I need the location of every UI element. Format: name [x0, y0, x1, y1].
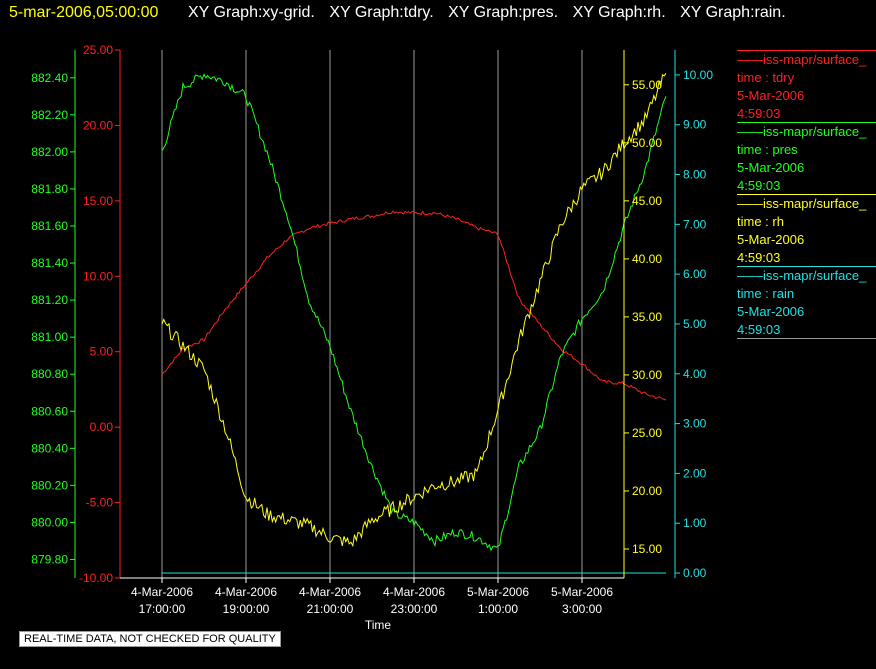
- legend-var: time : rh: [737, 214, 784, 229]
- tdry-y-tick-label: 20.00: [83, 118, 113, 132]
- rain-y-tick-label: 1.00: [683, 516, 707, 530]
- legend-var: time : rain: [737, 286, 795, 301]
- rain-y-tick-label: 3.00: [683, 417, 707, 431]
- pres-y-tick-label: 880.80: [31, 367, 68, 381]
- legend-bottom-rule: [737, 338, 876, 339]
- legend-source-name: ——iss-mapr/surface_: [737, 124, 867, 139]
- legend-time: 4:59:03: [737, 106, 781, 121]
- rh-y-tick-label: 45.00: [632, 194, 662, 208]
- pres-y-tick-label: 880.20: [31, 478, 68, 492]
- rh-y-tick-label: 25.00: [632, 426, 662, 440]
- series-layer: [161, 72, 667, 574]
- legend-var: time : tdry: [737, 70, 795, 85]
- legend: ——iss-mapr/surface_ time : tdry 5-Mar-20…: [737, 50, 876, 339]
- x-tick-label-date: 5-Mar-2006: [551, 585, 613, 599]
- pres-y-tick-label: 880.60: [31, 404, 68, 418]
- x-tick-label-date: 4-Mar-2006: [215, 585, 277, 599]
- legend-var: time : pres: [737, 142, 798, 157]
- tdry-y-tick-label: 25.00: [83, 43, 113, 57]
- legend-date: 5-Mar-2006: [737, 160, 805, 175]
- tdry-y-tick-label: 10.00: [83, 269, 113, 283]
- legend-source-name: ——iss-mapr/surface_: [737, 268, 867, 283]
- legend-swatch: [737, 122, 876, 123]
- legend-time: 4:59:03: [737, 322, 781, 337]
- pres-y-tick-label: 879.80: [31, 552, 68, 566]
- title-rain: XY Graph:rain.: [680, 4, 786, 21]
- rain-y-tick-label: 2.00: [683, 466, 707, 480]
- pres-series-line: [161, 73, 667, 552]
- title-xy-grid: XY Graph:xy-grid.: [188, 4, 315, 21]
- rh-y-tick-label: 35.00: [632, 310, 662, 324]
- tdry-y-tick-label: 15.00: [83, 194, 113, 208]
- title-pres: XY Graph:pres.: [448, 4, 559, 21]
- x-tick-label-time: 1:00:00: [478, 602, 518, 616]
- rain-y-tick-label: 8.00: [683, 168, 707, 182]
- rh-y-tick-label: 15.00: [632, 542, 662, 556]
- quality-disclaimer: REAL-TIME DATA, NOT CHECKED FOR QUALITY: [19, 631, 281, 647]
- legend-entry-tdry[interactable]: ——iss-mapr/surface_ time : tdry 5-Mar-20…: [737, 50, 876, 122]
- tdry-y-tick-label: 0.00: [90, 420, 114, 434]
- pres-y-tick-label: 882.40: [31, 71, 68, 85]
- rain-y-tick-label: 4.00: [683, 367, 707, 381]
- x-tick-label-time: 17:00:00: [139, 602, 186, 616]
- legend-swatch: [737, 50, 876, 51]
- pres-y-tick-label: 882.20: [31, 108, 68, 122]
- legend-swatch: [737, 266, 876, 267]
- pres-y-tick-label: 881.20: [31, 293, 68, 307]
- x-tick-label-time: 3:00:00: [562, 602, 602, 616]
- rh-series-line: [161, 72, 667, 548]
- rain-y-tick-label: 9.00: [683, 118, 707, 132]
- rh-y-tick-label: 20.00: [632, 484, 662, 498]
- legend-entry-rh[interactable]: ——iss-mapr/surface_ time : rh 5-Mar-2006…: [737, 194, 876, 266]
- pres-y-tick-label: 882.00: [31, 145, 68, 159]
- legend-time: 4:59:03: [737, 178, 781, 193]
- x-axis-label: Time: [365, 618, 392, 632]
- rh-y-tick-label: 55.00: [632, 78, 662, 92]
- tdry-y-tick-label: -5.00: [86, 496, 114, 510]
- pres-y-tick-label: 881.00: [31, 330, 68, 344]
- legend-date: 5-Mar-2006: [737, 232, 805, 247]
- legend-date: 5-Mar-2006: [737, 304, 805, 319]
- pres-y-tick-label: 881.40: [31, 256, 68, 270]
- x-tick-label-date: 4-Mar-2006: [131, 585, 193, 599]
- x-axis: 4-Mar-2006 17:00:00 4-Mar-2006 19:00:00 4-Ma…: [120, 577, 624, 616]
- rain-y-tick-label: 0.00: [683, 566, 707, 580]
- rain-y-tick-label: 6.00: [683, 267, 707, 281]
- title-tdry: XY Graph:tdry.: [329, 4, 434, 21]
- rain-y-tick-label: 7.00: [683, 217, 707, 231]
- pres-y-tick-label: 880.40: [31, 441, 68, 455]
- header-timestamp: 5-mar-2006,05:00:00: [9, 4, 159, 21]
- tdry-y-tick-label: 5.00: [90, 345, 114, 359]
- grid-layer: [161, 50, 583, 578]
- tdry-series-line: [161, 210, 667, 401]
- axes-layer: -10.00 -5.00 0.00 5.00 10.00 15.00 20.00 25.00 8…: [31, 43, 713, 585]
- chart-header: 5-mar-2006,05:00:00 XY Graph:xy-grid. XY…: [0, 0, 876, 30]
- legend-swatch: [737, 194, 876, 195]
- x-tick-label-date: 4-Mar-2006: [299, 585, 361, 599]
- legend-entry-rain[interactable]: ——iss-mapr/surface_ time : rain 5-Mar-20…: [737, 266, 876, 339]
- x-tick-label-date: 4-Mar-2006: [383, 585, 445, 599]
- pres-y-tick-label: 881.60: [31, 219, 68, 233]
- x-tick-label-time: 21:00:00: [307, 602, 354, 616]
- legend-source-name: ——iss-mapr/surface_: [737, 52, 867, 67]
- legend-entry-pres[interactable]: ——iss-mapr/surface_ time : pres 5-Mar-20…: [737, 122, 876, 194]
- tdry-y-tick-label: -10.00: [79, 571, 113, 585]
- x-tick-label-time: 23:00:00: [391, 602, 438, 616]
- rh-y-tick-label: 30.00: [632, 368, 662, 382]
- legend-date: 5-Mar-2006: [737, 88, 805, 103]
- rain-y-tick-label: 10.00: [683, 68, 713, 82]
- legend-source-name: ——iss-mapr/surface_: [737, 196, 867, 211]
- pres-y-tick-label: 880.00: [31, 515, 68, 529]
- rh-y-tick-label: 50.00: [632, 136, 662, 150]
- header-graph-titles: XY Graph:xy-grid. XY Graph:tdry. XY Grap…: [188, 4, 796, 22]
- x-tick-label-date: 5-Mar-2006: [467, 585, 529, 599]
- rain-y-tick-label: 5.00: [683, 317, 707, 331]
- pres-y-tick-label: 881.80: [31, 182, 68, 196]
- legend-time: 4:59:03: [737, 250, 781, 265]
- x-tick-label-time: 19:00:00: [223, 602, 270, 616]
- title-rh: XY Graph:rh.: [572, 4, 666, 21]
- rh-y-tick-label: 40.00: [632, 252, 662, 266]
